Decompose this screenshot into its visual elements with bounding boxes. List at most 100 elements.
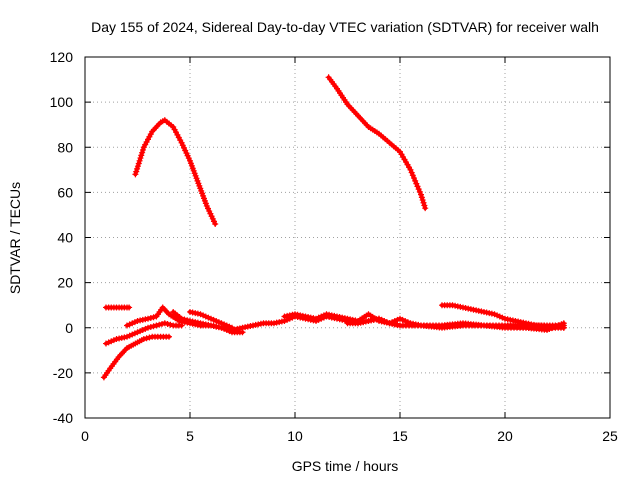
y-tick-label: -40 <box>53 410 73 426</box>
data-point <box>383 319 390 326</box>
ticks: 0 5 10 15 20 25 -40 -20 0 20 40 60 80 100 120 <box>50 49 618 444</box>
data-point <box>146 334 153 341</box>
data-point <box>161 320 168 327</box>
data-point <box>213 317 220 324</box>
data-point <box>135 160 142 167</box>
data-point <box>145 315 151 322</box>
data-point <box>418 191 424 198</box>
data-point <box>315 314 322 321</box>
series-arc-4 <box>100 333 172 381</box>
data-point <box>138 152 145 159</box>
data-point <box>313 315 319 322</box>
data-point <box>108 338 115 345</box>
x-tick-label: 5 <box>186 428 194 444</box>
data-point <box>200 312 207 319</box>
data-point <box>496 313 503 320</box>
data-point <box>139 327 146 334</box>
data-point <box>394 316 401 323</box>
data-point <box>143 335 150 342</box>
data-point <box>150 323 157 330</box>
data-point <box>208 315 214 322</box>
grid <box>85 57 610 418</box>
series-arc-7 <box>170 308 246 336</box>
data-point <box>378 316 385 323</box>
series-arc-2 <box>325 74 429 212</box>
data-point <box>126 321 133 328</box>
data-point <box>142 325 149 332</box>
data-point <box>218 320 225 327</box>
data-point <box>202 313 209 320</box>
data-point <box>414 183 421 190</box>
y-tick-label: 60 <box>57 184 73 200</box>
y-tick-label: 20 <box>57 275 73 291</box>
data-point <box>136 157 143 164</box>
data-point <box>408 169 415 176</box>
data-point <box>221 321 228 328</box>
x-tick-label: 20 <box>497 428 513 444</box>
data-point <box>137 155 144 162</box>
chart-title: Day 155 of 2024, Sidereal Day-to-day VTE… <box>91 19 599 35</box>
data-point <box>167 321 174 328</box>
data-point <box>226 323 233 330</box>
data-point <box>124 322 130 329</box>
series-arc-10 <box>439 302 567 331</box>
data-point <box>419 197 426 204</box>
data-point <box>491 311 498 318</box>
y-tick-label: 40 <box>57 230 73 246</box>
data-point <box>421 202 428 209</box>
data-point <box>381 317 388 324</box>
data-point <box>181 316 188 323</box>
data-point <box>223 322 230 329</box>
series-arc-11 <box>344 315 567 334</box>
data-point <box>147 323 154 330</box>
y-tick-label: 120 <box>50 49 74 65</box>
data-point <box>212 220 219 227</box>
series-arc-3 <box>103 304 133 311</box>
data-point <box>205 314 212 321</box>
y-tick-label: 80 <box>57 139 73 155</box>
data-point <box>560 320 567 327</box>
data-point <box>215 319 222 326</box>
data-point <box>229 324 235 331</box>
data-point <box>239 329 246 336</box>
data-point <box>499 314 506 321</box>
data-point <box>397 315 403 322</box>
data-point <box>178 315 185 322</box>
y-tick-label: 100 <box>50 94 74 110</box>
data-point <box>110 337 117 344</box>
data-point <box>126 304 133 311</box>
y-axis-label: SDTVAR / TECUs <box>7 182 23 294</box>
data-point <box>150 314 157 321</box>
data-point <box>318 313 325 320</box>
data-point <box>103 340 109 347</box>
data-point <box>140 336 147 343</box>
data-point <box>210 316 217 323</box>
data-point <box>166 333 172 340</box>
data-point <box>145 324 151 331</box>
data-point <box>412 177 419 184</box>
data-point <box>164 320 171 327</box>
data-point <box>137 328 144 335</box>
data-point <box>407 166 414 173</box>
data-point <box>129 320 136 327</box>
data-point <box>418 194 425 201</box>
data-point <box>422 205 429 212</box>
data-point <box>402 317 409 324</box>
y-tick-label: 0 <box>65 320 73 336</box>
data-point <box>133 168 140 175</box>
data-point <box>131 319 138 326</box>
data-point <box>399 316 406 323</box>
data-point <box>134 165 141 172</box>
data-point <box>134 163 141 170</box>
data-point <box>139 146 146 153</box>
series-arc-5 <box>103 320 185 347</box>
series-arc-1 <box>132 117 219 227</box>
x-tick-label: 15 <box>392 428 408 444</box>
data-point <box>420 199 427 206</box>
x-tick-label: 10 <box>287 428 303 444</box>
data-point <box>129 331 136 338</box>
data-point <box>184 317 191 324</box>
data-point <box>413 180 420 187</box>
